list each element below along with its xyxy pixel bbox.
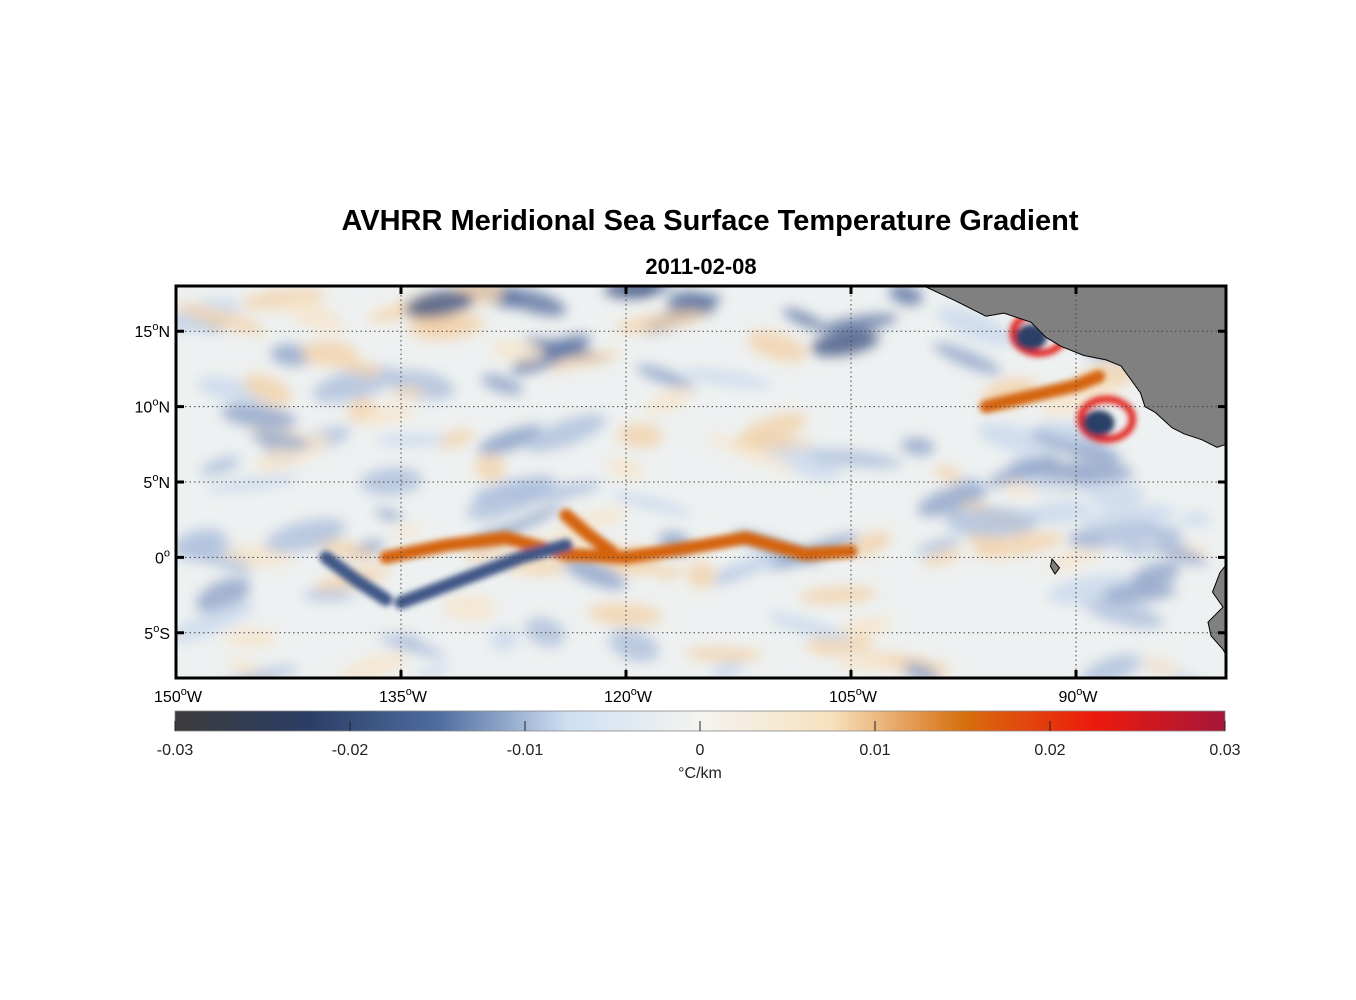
gulf-of-panama-front (979, 370, 1105, 414)
lat-tick-label: 5oN (143, 472, 170, 492)
latitude-labels: 15oN 10oN 5oN 0o 5oS (135, 321, 170, 643)
colorbar-tick-label: 0.01 (859, 742, 890, 759)
colorbar-ticks: -0.03 -0.02 -0.01 0 0.01 0.02 0.03 (157, 721, 1241, 759)
colorbar-tick-label: -0.03 (157, 742, 194, 759)
chart-title: AVHRR Meridional Sea Surface Temperature… (341, 205, 1079, 237)
equatorial-upturn (559, 508, 618, 558)
south-equatorial-cold-band (394, 538, 573, 610)
longitude-labels: 150oW 135oW 120oW 105oW 90oW (154, 686, 1098, 706)
lat-tick-label: 15oN (135, 321, 170, 341)
chart-subtitle: 2011-02-08 (645, 254, 757, 279)
colorbar-tick-label: -0.02 (332, 742, 369, 759)
lat-tick-label: 10oN (135, 397, 170, 417)
land-mass (922, 286, 1226, 678)
lat-tick-label: 0o (155, 547, 170, 567)
axis-ticks (174, 286, 1226, 678)
diagonal-cold-band (319, 550, 393, 607)
lat-tick-label: 5oS (144, 623, 170, 643)
lon-tick-label: 150oW (154, 686, 203, 706)
colorbar-tick-label: 0 (696, 742, 705, 759)
lon-tick-label: 105oW (829, 686, 878, 706)
colorbar-tick-label: -0.01 (507, 742, 544, 759)
lon-tick-label: 135oW (379, 686, 428, 706)
sst-gradient-field (176, 286, 1226, 678)
papagayo-eddy (1077, 395, 1136, 443)
colorbar-tick-label: 0.03 (1209, 742, 1240, 759)
colorbar-tick-label: 0.02 (1034, 742, 1065, 759)
colorbar-label: °C/km (678, 765, 722, 782)
lon-tick-label: 90oW (1058, 686, 1098, 706)
colorbar: -0.03 -0.02 -0.01 0 0.01 0.02 0.03 °C/km (157, 710, 1241, 782)
lon-tick-label: 120oW (604, 686, 653, 706)
